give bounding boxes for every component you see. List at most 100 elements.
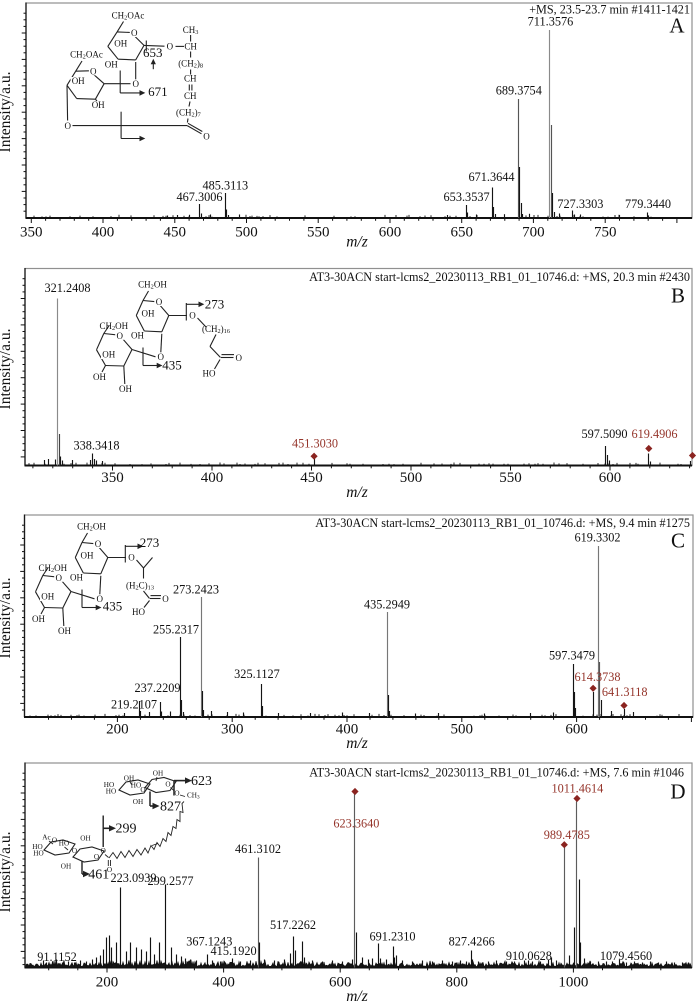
- svg-text:338.3418: 338.3418: [73, 439, 119, 453]
- svg-text:O: O: [52, 837, 57, 845]
- svg-text:CH2OH: CH2OH: [99, 321, 128, 332]
- svg-text:451.3030: 451.3030: [292, 437, 338, 451]
- svg-text:273: 273: [140, 535, 160, 550]
- svg-text:700: 700: [522, 225, 545, 241]
- svg-text:OH: OH: [41, 592, 54, 602]
- svg-text:600: 600: [599, 470, 622, 486]
- svg-text:CH: CH: [184, 74, 197, 84]
- svg-text:550: 550: [499, 470, 522, 486]
- svg-text:671.3644: 671.3644: [468, 170, 514, 184]
- svg-text:500: 500: [400, 470, 423, 486]
- svg-text:OH: OH: [32, 614, 45, 624]
- svg-text:Intensity/a.u.: Intensity/a.u.: [0, 329, 14, 410]
- svg-text:400: 400: [201, 470, 224, 486]
- svg-text:653.3537: 653.3537: [444, 190, 490, 204]
- svg-text:461: 461: [88, 867, 109, 882]
- svg-text:CH2OH: CH2OH: [38, 563, 67, 574]
- svg-text:AT3-30ACN start-lcms2_20230113: AT3-30ACN start-lcms2_20230113_RB1_01_10…: [315, 516, 690, 530]
- svg-text:461.3102: 461.3102: [235, 842, 281, 856]
- svg-text:O: O: [94, 853, 99, 861]
- svg-text:350: 350: [101, 470, 124, 486]
- svg-text:HO: HO: [106, 787, 116, 795]
- svg-text:O: O: [131, 28, 138, 38]
- svg-text:OH: OH: [93, 372, 106, 382]
- svg-text:223.0939: 223.0939: [110, 871, 156, 885]
- svg-text:O: O: [128, 553, 135, 563]
- svg-text:367.1243: 367.1243: [186, 935, 232, 949]
- svg-text:O: O: [140, 786, 145, 794]
- svg-text:CH2OAc: CH2OAc: [112, 10, 145, 21]
- svg-text:623.3640: 623.3640: [333, 817, 379, 831]
- svg-text:OH: OH: [102, 350, 115, 360]
- svg-text:219.2107: 219.2107: [111, 698, 157, 712]
- svg-text:500: 500: [235, 225, 258, 241]
- svg-text:CH: CH: [184, 91, 197, 101]
- svg-text:1000: 1000: [558, 974, 588, 990]
- svg-text:CH2OH: CH2OH: [77, 521, 106, 532]
- svg-text:400: 400: [336, 722, 359, 738]
- svg-text:B: B: [671, 284, 685, 308]
- svg-text:299.2577: 299.2577: [147, 874, 193, 888]
- svg-text:OH: OH: [72, 76, 85, 86]
- svg-text:AT3-30ACN start-lcms2_20230113: AT3-30ACN start-lcms2_20230113_RB1_01_10…: [309, 270, 690, 284]
- svg-text:HO: HO: [59, 840, 69, 848]
- svg-text:CH3: CH3: [183, 25, 199, 36]
- svg-text:(CH2)16: (CH2)16: [202, 324, 230, 335]
- svg-text:400: 400: [212, 974, 235, 990]
- svg-text:HO: HO: [33, 850, 43, 858]
- svg-text:O: O: [72, 847, 77, 855]
- svg-text:400: 400: [92, 225, 115, 241]
- svg-text:CH2OAc: CH2OAc: [70, 49, 103, 60]
- svg-text:+MS, 23.5-23.7 min #1411-1421: +MS, 23.5-23.7 min #1411-1421: [529, 3, 690, 17]
- svg-text:HO: HO: [32, 843, 42, 851]
- svg-text:O: O: [174, 789, 179, 797]
- svg-text:O: O: [107, 866, 112, 874]
- svg-text:550: 550: [307, 225, 330, 241]
- svg-text:OH: OH: [58, 626, 71, 636]
- svg-text:O: O: [90, 67, 97, 77]
- svg-text:600: 600: [329, 974, 352, 990]
- svg-text:HO: HO: [104, 781, 114, 789]
- svg-text:m/z: m/z: [346, 988, 368, 1005]
- svg-text:D: D: [670, 780, 685, 804]
- svg-text:OH: OH: [92, 100, 105, 110]
- svg-text:O: O: [158, 352, 165, 362]
- svg-text:689.3754: 689.3754: [496, 84, 542, 98]
- svg-text:273: 273: [205, 296, 225, 311]
- svg-text:237.2209: 237.2209: [134, 681, 180, 695]
- svg-text:91.1152: 91.1152: [37, 950, 77, 964]
- svg-text:OH: OH: [114, 39, 127, 49]
- svg-text:(CH2)7: (CH2)7: [176, 108, 201, 119]
- svg-text:300: 300: [221, 722, 244, 738]
- svg-text:O: O: [156, 297, 163, 307]
- svg-text:m/z: m/z: [346, 484, 368, 501]
- svg-text:Intensity/a.u.: Intensity/a.u.: [0, 72, 14, 153]
- svg-text:AT3-30ACN start-lcms2_20230113: AT3-30ACN start-lcms2_20230113_RB1_01_10…: [309, 766, 684, 780]
- svg-text:910.0628: 910.0628: [506, 949, 552, 963]
- svg-text:653: 653: [143, 45, 163, 60]
- svg-text:500: 500: [451, 722, 474, 738]
- svg-text:O: O: [236, 353, 243, 363]
- svg-text:m/z: m/z: [346, 735, 368, 752]
- svg-text:750: 750: [594, 225, 617, 241]
- svg-text:299: 299: [116, 822, 137, 837]
- svg-text:619.3302: 619.3302: [574, 531, 620, 545]
- svg-text:727.3303: 727.3303: [557, 197, 603, 211]
- svg-text:623: 623: [191, 774, 212, 789]
- svg-text:Intensity/a.u.: Intensity/a.u.: [0, 578, 14, 659]
- svg-text:O: O: [167, 41, 174, 51]
- svg-text:517.2262: 517.2262: [270, 918, 316, 932]
- svg-text:827: 827: [160, 799, 181, 814]
- svg-text:691.2310: 691.2310: [369, 930, 415, 944]
- svg-text:989.4785: 989.4785: [544, 828, 590, 842]
- svg-text:OH: OH: [61, 863, 71, 871]
- svg-text:467.3006: 467.3006: [176, 190, 222, 204]
- svg-text:600: 600: [379, 225, 402, 241]
- svg-text:435: 435: [162, 358, 182, 373]
- svg-text:CH: CH: [184, 41, 197, 51]
- svg-text:OH: OH: [80, 835, 90, 843]
- svg-text:325.1127: 325.1127: [234, 667, 280, 681]
- svg-text:200: 200: [96, 974, 119, 990]
- svg-text:(H2C)13: (H2C)13: [126, 580, 154, 591]
- svg-text:650: 650: [450, 225, 473, 241]
